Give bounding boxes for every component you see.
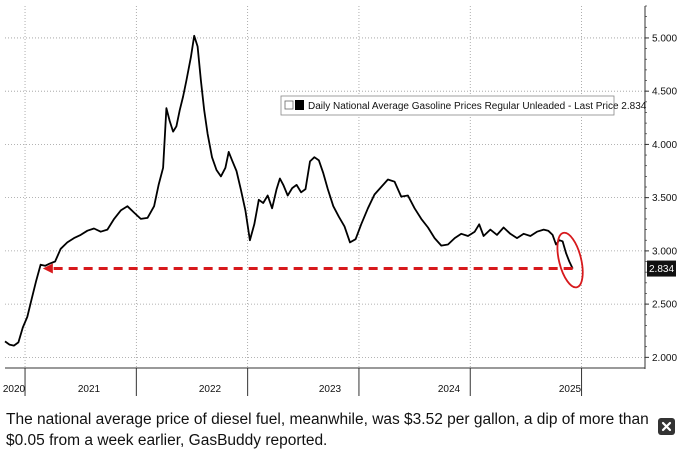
y-tick-label: 3.500 [652, 193, 677, 204]
series-line [4, 34, 574, 347]
last-price-label: 2.834 [649, 264, 674, 275]
legend-label: Daily National Average Gasoline Prices R… [308, 101, 647, 112]
grid-layer [5, 6, 645, 368]
arrowhead [42, 263, 53, 274]
legend: Daily National Average Gasoline Prices R… [280, 95, 647, 116]
x-tick-label: 2021 [78, 384, 101, 395]
caption: The national average price of diesel fue… [6, 409, 651, 451]
annotation-layer: 2.834 [42, 231, 676, 289]
last-price-box [647, 260, 676, 277]
axis-layer: 2.000 2.500 3.000 3.500 4.000 4.500 5.000 2020 2… [3, 5, 677, 396]
highlight-ellipse [556, 231, 584, 289]
x-tick-label: 2025 [559, 384, 582, 395]
x-tick-label: 2022 [199, 384, 222, 395]
x-tick-label: 2023 [319, 384, 342, 395]
y-tick-label: 4.000 [652, 140, 677, 151]
y-tick-label: 3.000 [652, 246, 677, 257]
x-tick-label: 2024 [438, 384, 461, 395]
chart-svg: 2.000 2.500 3.000 3.500 4.000 4.500 5.000 2020 2… [3, 5, 677, 396]
y-tick-label: 5.000 [652, 33, 677, 44]
caption-text: The national average price of diesel fue… [6, 411, 649, 449]
legend-swatch [295, 100, 304, 110]
close-button[interactable] [658, 418, 675, 435]
series-layer [4, 34, 574, 347]
y-tick-label: 2.500 [652, 300, 677, 311]
close-icon [661, 421, 672, 432]
y-tick-label: 2.000 [652, 353, 677, 364]
y-tick-label: 4.500 [652, 87, 677, 98]
legend-box [280, 95, 615, 116]
legend-checkbox-icon [284, 100, 294, 110]
x-tick-label: 2020 [3, 384, 26, 395]
chart: 2.000 2.500 3.000 3.500 4.000 4.500 5.000 2020 2… [3, 5, 677, 396]
